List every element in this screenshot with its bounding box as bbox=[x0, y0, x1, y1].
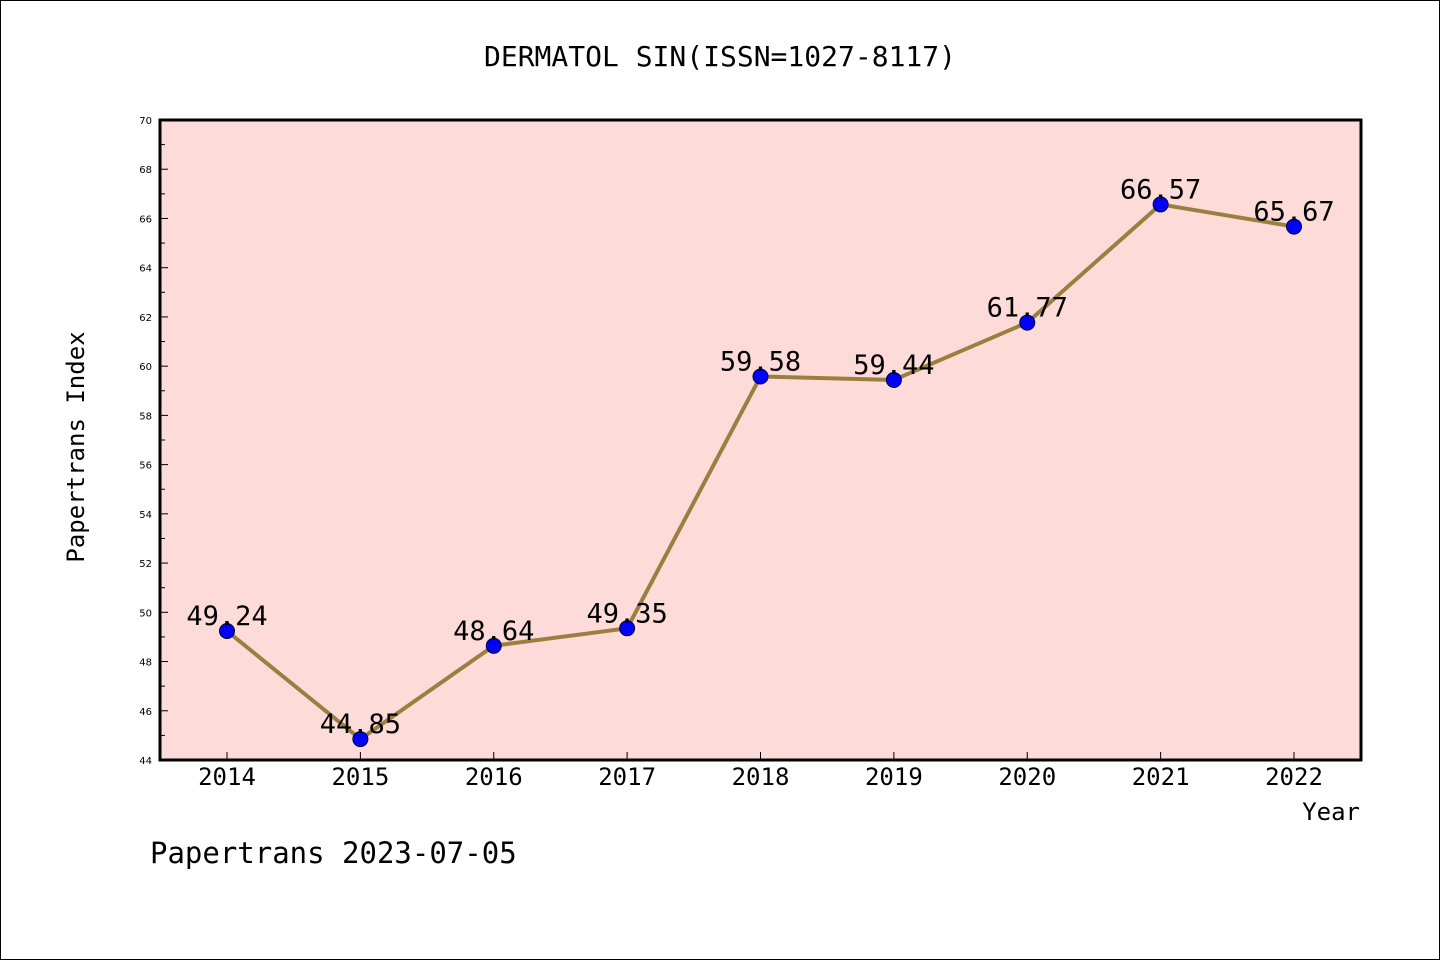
x-axis-label: Year bbox=[1302, 798, 1360, 826]
data-point bbox=[1019, 314, 1036, 331]
data-point bbox=[885, 371, 902, 388]
data-label: 44.85 bbox=[320, 709, 401, 740]
x-tick-label: 2018 bbox=[732, 763, 790, 791]
data-point bbox=[619, 620, 636, 637]
y-tick-label: 60 bbox=[139, 362, 152, 373]
y-tick-label: 48 bbox=[139, 658, 152, 669]
data-label: 59.44 bbox=[853, 350, 934, 381]
data-labels: 49.24 44.85 48.64 49.35 59.58 59.44 61.77 66.57… bbox=[186, 174, 1334, 740]
data-label: 49.35 bbox=[586, 598, 667, 629]
data-label: 48.64 bbox=[453, 616, 534, 647]
x-tick-label: 2016 bbox=[465, 763, 523, 791]
y-tick-label: 50 bbox=[139, 608, 152, 619]
data-label: 66.57 bbox=[1120, 174, 1201, 205]
x-tick-label: 2015 bbox=[331, 763, 389, 791]
data-label: 49.24 bbox=[186, 601, 267, 632]
x-tick-label: 2014 bbox=[198, 763, 256, 791]
y-tick-label: 64 bbox=[139, 264, 152, 275]
plot-area bbox=[160, 120, 1361, 760]
plot-border bbox=[158, 118, 1363, 762]
y-axis-label: Papertrans Index bbox=[62, 331, 90, 562]
x-tick-label: 2020 bbox=[998, 763, 1056, 791]
data-point bbox=[219, 623, 235, 640]
y-tick-label: 58 bbox=[139, 411, 152, 422]
y-tick-label: 70 bbox=[139, 116, 152, 127]
y-tick-label: 52 bbox=[139, 559, 152, 570]
y-tick-label: 56 bbox=[139, 461, 152, 472]
y-tick-label: 68 bbox=[139, 165, 152, 176]
y-axis-ticks: 44 46 48 50 52 54 56 58 60 62 64 66 68 70 bbox=[139, 116, 168, 767]
x-tick-label: 2019 bbox=[865, 763, 923, 791]
x-axis-ticks: 2014 2015 2016 2017 2018 2019 2020 2021 2022 bbox=[198, 752, 1323, 791]
series-markers bbox=[219, 196, 1302, 748]
x-tick-label: 2017 bbox=[598, 763, 656, 791]
data-label: 65.67 bbox=[1253, 197, 1334, 228]
x-tick-label: 2022 bbox=[1265, 763, 1323, 791]
data-point bbox=[1152, 196, 1169, 213]
data-point bbox=[1286, 218, 1302, 235]
y-tick-label: 44 bbox=[139, 756, 152, 767]
chart-title: DERMATOL SIN(ISSN=1027-8117) bbox=[484, 40, 956, 73]
y-tick-label: 62 bbox=[139, 313, 152, 324]
y-tick-label: 46 bbox=[139, 707, 152, 718]
footer-stamp: Papertrans 2023-07-05 bbox=[150, 836, 517, 870]
y-tick-label: 54 bbox=[139, 510, 152, 521]
data-point bbox=[752, 368, 769, 385]
y-tick-label: 66 bbox=[139, 214, 152, 225]
data-label: 61.77 bbox=[987, 293, 1068, 324]
x-tick-label: 2021 bbox=[1132, 763, 1190, 791]
data-point bbox=[352, 731, 369, 748]
data-label: 59.58 bbox=[720, 346, 801, 377]
data-point bbox=[485, 637, 502, 654]
